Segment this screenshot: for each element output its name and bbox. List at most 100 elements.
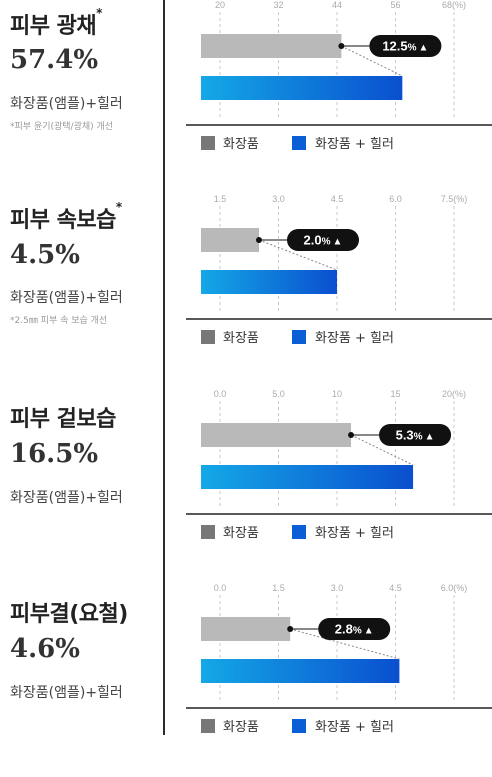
chart-legend: 화장품 화장품 + 힐러: [201, 330, 394, 346]
badge-unit: %: [322, 237, 331, 248]
bar-cosmetic-healer: [201, 659, 400, 683]
metric-title-text: 피부 속보습: [10, 208, 116, 233]
badge-anchor-dot: [348, 432, 355, 438]
legend-label-healer: 화장품 + 힐러: [315, 137, 394, 152]
metric-description: 화장품(앰플)+힐러: [10, 685, 123, 701]
bar-cosmetic-healer: [201, 465, 414, 489]
tick-label: 6.0: [389, 194, 402, 204]
tick-label: 4.5: [389, 583, 402, 593]
tick-label: 1.5: [272, 583, 285, 593]
legend-label-cosmetic: 화장품: [223, 526, 259, 541]
metric-section: 피부 광채* 57.4% 화장품(앰플)+힐러 *피부 윤기(광택/광채) 개선 20 3…: [0, 0, 492, 194]
metric-section: 피부 속보습* 4.5% 화장품(앰플)+힐러 *2.5㎜ 피부 속 보습 개선 1.5…: [0, 194, 492, 388]
metric-title: 피부결(요철): [10, 596, 128, 628]
metric-title: 피부 속보습*: [10, 200, 122, 234]
difference-connector: [341, 45, 403, 77]
tick-label: 32: [273, 0, 283, 10]
increase-badge: [287, 229, 359, 251]
legend-swatch-healer: [292, 330, 306, 344]
vertical-divider: [163, 0, 165, 735]
up-arrow-icon: ▲: [425, 432, 435, 443]
tick-label: 3.0: [331, 583, 344, 593]
comparison-bar-chart: 1.5 3.0 4.5 6.0 7.5(%) 2.0% ▲ 화장품 화장품 + 힐러: [186, 194, 492, 346]
difference-connector: [258, 239, 338, 271]
metric-title: 피부 광채*: [10, 6, 102, 40]
bar-cosmetic-healer: [201, 76, 403, 100]
badge-value: 2.8: [335, 622, 353, 637]
metric-value: 57.4%: [10, 45, 99, 75]
legend-label-cosmetic: 화장품: [223, 720, 259, 735]
badge-unit: %: [408, 43, 417, 54]
badge-value: 5.3: [396, 428, 414, 443]
metric-title-text: 피부 겉보습: [10, 407, 116, 432]
bar-cosmetic: [201, 617, 291, 641]
increase-badge: [379, 424, 452, 446]
bar-cosmetic: [201, 423, 352, 447]
increase-badge-label: 5.3% ▲: [396, 428, 435, 443]
metric-section: 피부 겉보습 16.5% 화장품(앰플)+힐러 0.0 5.0 10 15 20(%) 5.3%…: [0, 389, 492, 583]
comparison-bar-chart: 0.0 1.5 3.0 4.5 6.0(%) 2.8% ▲ 화장품 화장품 + 힐러: [186, 583, 492, 735]
footnote-mark: *: [96, 6, 102, 20]
chart-legend: 화장품 화장품 + 힐러: [201, 719, 394, 735]
legend-label-cosmetic: 화장품: [223, 137, 259, 152]
tick-label: 6.0(%): [441, 583, 468, 593]
tick-label: 56: [390, 0, 400, 10]
tick-label: 3.0: [272, 194, 285, 204]
increase-badge-label: 2.8% ▲: [335, 622, 374, 637]
up-arrow-icon: ▲: [333, 237, 343, 248]
chart-legend: 화장품 화장품 + 힐러: [201, 136, 394, 152]
metric-value: 16.5%: [10, 439, 99, 469]
metric-footnote: *2.5㎜ 피부 속 보습 개선: [10, 316, 108, 326]
badge-anchor-dot: [338, 43, 345, 49]
tick-label: 20(%): [442, 389, 466, 399]
tick-label: 20: [215, 0, 225, 10]
metric-footnote: *피부 윤기(광택/광채) 개선: [10, 122, 114, 132]
tick-label: 1.5: [214, 194, 227, 204]
increase-badge-label: 12.5% ▲: [382, 39, 428, 54]
difference-connector: [350, 434, 414, 466]
legend-swatch-cosmetic: [201, 525, 215, 539]
bar-cosmetic: [201, 34, 342, 58]
tick-label: 7.5(%): [441, 194, 468, 204]
badge-value: 12.5: [382, 39, 407, 54]
metric-description: 화장품(앰플)+힐러: [10, 490, 123, 506]
difference-connector: [290, 628, 400, 660]
badge-anchor-dot: [256, 237, 262, 243]
legend-swatch-healer: [292, 719, 306, 733]
legend-swatch-cosmetic: [201, 136, 215, 150]
comparison-bar-chart: 20 32 44 56 68(%) 12.5% ▲ 화장품 화장품 + 힐러: [186, 0, 492, 152]
tick-label: 15: [390, 389, 400, 399]
tick-label: 10: [332, 389, 342, 399]
up-arrow-icon: ▲: [419, 43, 429, 54]
bar-cosmetic-healer: [201, 270, 337, 294]
tick-label: 0.0: [214, 583, 227, 593]
comparison-bar-chart: 0.0 5.0 10 15 20(%) 5.3% ▲ 화장품 화장품 + 힐러: [186, 389, 492, 541]
tick-label: 4.5: [331, 194, 344, 204]
legend-swatch-healer: [292, 136, 306, 150]
badge-unit: %: [353, 626, 362, 637]
legend-label-healer: 화장품 + 힐러: [315, 331, 394, 346]
chart-legend: 화장품 화장품 + 힐러: [201, 525, 394, 541]
up-arrow-icon: ▲: [364, 626, 374, 637]
metric-section: 피부결(요철) 4.6% 화장품(앰플)+힐러 0.0 1.5 3.0 4.5 6.0(%) 2…: [0, 583, 492, 777]
bar-cosmetic: [201, 228, 259, 252]
badge-anchor-dot: [287, 626, 294, 632]
legend-swatch-cosmetic: [201, 330, 215, 344]
metric-title-text: 피부 광채: [10, 14, 97, 39]
tick-label: 44: [332, 0, 342, 10]
metric-description: 화장품(앰플)+힐러: [10, 96, 123, 112]
metric-description: 화장품(앰플)+힐러: [10, 290, 123, 306]
tick-label: 5.0: [272, 389, 285, 399]
metric-title: 피부 겉보습: [10, 401, 116, 433]
legend-label-cosmetic: 화장품: [223, 331, 259, 346]
tick-label: 0.0: [214, 389, 227, 399]
legend-label-healer: 화장품 + 힐러: [315, 526, 394, 541]
increase-badge: [318, 618, 391, 640]
metric-title-text: 피부결(요철): [10, 602, 128, 627]
tick-label: 68(%): [442, 0, 466, 10]
legend-swatch-cosmetic: [201, 719, 215, 733]
footnote-mark: *: [115, 200, 122, 214]
badge-unit: %: [414, 432, 423, 443]
increase-badge-label: 2.0% ▲: [304, 233, 343, 248]
metric-value: 4.5%: [10, 240, 80, 270]
